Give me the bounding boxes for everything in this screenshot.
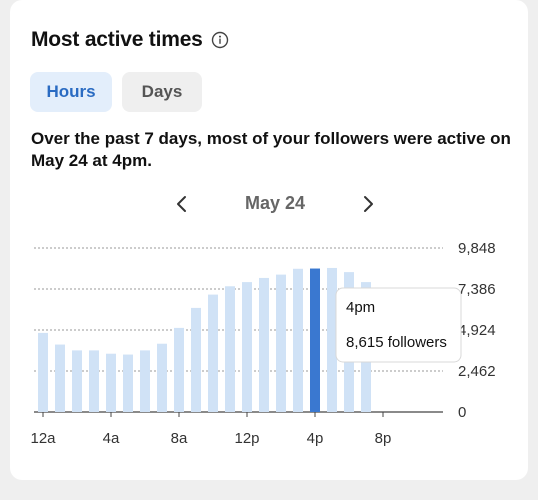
current-date: May 24 [244,193,306,213]
tab-days[interactable]: Days [122,72,202,112]
info-circle-icon[interactable] [211,31,229,49]
chevron-left-icon[interactable] [170,192,194,216]
title-row: Most active times [31,28,229,52]
tab-bar: Hours Days [30,72,202,112]
tab-hours[interactable]: Hours [30,72,112,112]
card-title: Most active times [31,28,203,51]
most-active-times-card: Most active times Hours Days Over the pa… [10,0,528,480]
date-navigator: May 24 [170,190,380,218]
chevron-right-icon[interactable] [356,192,380,216]
activity-summary: Over the past 7 days, most of your follo… [31,129,511,170]
